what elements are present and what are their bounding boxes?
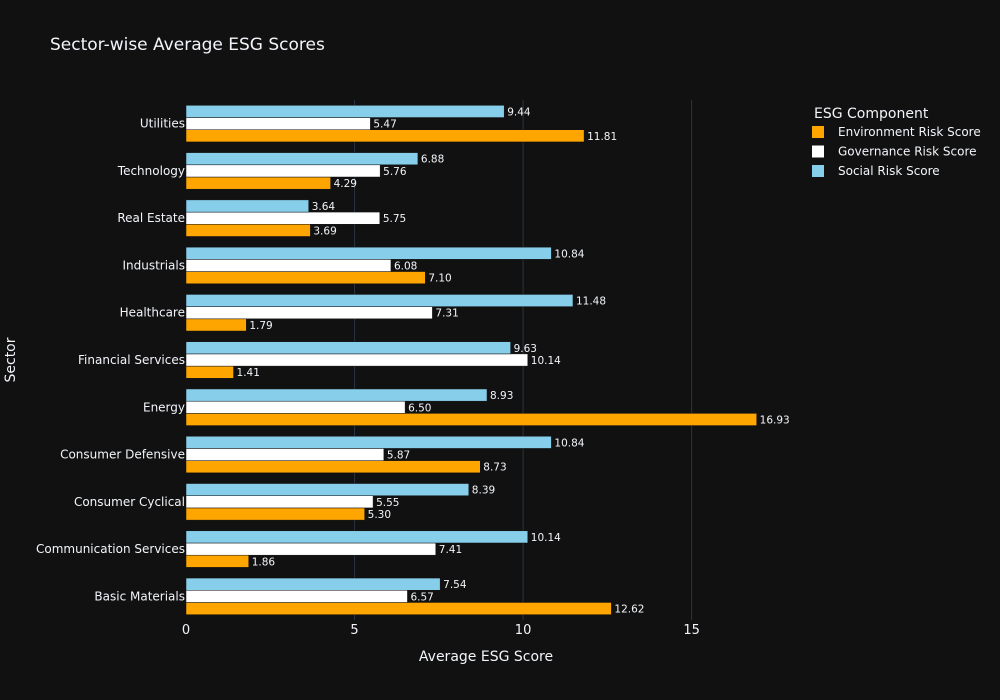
bar-label-governance-risk-score-communication-services: 7.41 (439, 544, 462, 556)
legend-swatch-governance-risk-score (812, 145, 824, 158)
bar-label-governance-risk-score-energy: 6.50 (408, 402, 431, 414)
bar-environment-risk-score-communication-services (185, 554, 249, 568)
bar-label-social-risk-score-technology: 6.88 (421, 154, 444, 166)
bar-label-social-risk-score-communication-services: 10.14 (531, 532, 561, 544)
bar-label-environment-risk-score-industrials: 7.10 (428, 273, 451, 285)
y-tick-label-industrials: Industrials (122, 258, 185, 272)
bar-label-governance-risk-score-consumer-cyclical: 5.55 (376, 497, 399, 509)
bar-environment-risk-score-utilities (185, 129, 585, 143)
bar-environment-risk-score-energy (185, 413, 757, 426)
bar-social-risk-score-consumer-defensive (185, 435, 552, 449)
bar-social-risk-score-healthcare (185, 294, 574, 307)
bar-label-social-risk-score-healthcare: 11.48 (576, 296, 606, 308)
bar-environment-risk-score-financial-services (185, 365, 234, 379)
bar-governance-risk-score-industrials (185, 259, 392, 272)
legend-label-governance-risk-score: Governance Risk Score (838, 145, 977, 159)
bar-label-environment-risk-score-utilities: 11.81 (587, 131, 617, 143)
bar-label-governance-risk-score-technology: 5.76 (383, 166, 407, 178)
y-tick-label-financial-services: Financial Services (78, 353, 185, 367)
bar-governance-risk-score-consumer-cyclical (185, 495, 374, 509)
bar-label-governance-risk-score-financial-services: 10.14 (531, 355, 561, 367)
legend-title: ESG Component (814, 106, 929, 122)
y-axis-title: Sector (3, 337, 19, 382)
y-tick-label-healthcare: Healthcare (120, 306, 185, 320)
bar-social-risk-score-utilities (185, 105, 505, 118)
bar-social-risk-score-communication-services (185, 530, 529, 544)
bar-environment-risk-score-basic-materials (185, 602, 612, 615)
bar-social-risk-score-industrials (185, 246, 552, 260)
bar-environment-risk-score-technology (185, 176, 331, 190)
x-tick-label-15: 15 (683, 623, 700, 638)
y-axis-ticks: Basic Materials Communication Services Con… (36, 117, 185, 604)
y-tick-label-technology: Technology (117, 164, 185, 178)
x-tick-label-5: 5 (350, 623, 358, 638)
bar-label-environment-risk-score-financial-services: 1.41 (237, 367, 260, 379)
bar-label-social-risk-score-basic-materials: 7.54 (443, 579, 467, 591)
bar-label-social-risk-score-consumer-defensive: 10.84 (554, 437, 584, 449)
bar-label-environment-risk-score-consumer-defensive: 8.73 (483, 462, 506, 474)
bar-governance-risk-score-basic-materials (185, 590, 408, 603)
x-tick-label-10: 10 (515, 623, 532, 638)
x-axis-ticks: 0 5 10 15 (182, 623, 700, 638)
x-axis-title: Average ESG Score (419, 649, 553, 665)
y-tick-label-real-estate: Real Estate (117, 211, 185, 225)
bar-label-environment-risk-score-real-estate: 3.69 (313, 225, 336, 237)
bar-social-risk-score-real-estate (185, 199, 309, 213)
bar-governance-risk-score-energy (185, 400, 406, 414)
chart-title: Sector-wise Average ESG Scores (50, 35, 325, 55)
bar-environment-risk-score-consumer-defensive (185, 460, 481, 474)
bar-environment-risk-score-industrials (185, 271, 426, 285)
bar-governance-risk-score-real-estate (185, 211, 381, 225)
bar-governance-risk-score-financial-services (185, 353, 529, 367)
bar-label-environment-risk-score-energy: 16.93 (760, 414, 790, 426)
bar-label-governance-risk-score-real-estate: 5.75 (383, 213, 406, 225)
bars-layer: 12.62 6.57 7.54 1.86 7.41 10.14 5.305.55 8.39 8.… (185, 105, 790, 616)
y-tick-label-consumer-defensive: Consumer Defensive (60, 448, 185, 462)
y-tick-label-basic-materials: Basic Materials (94, 589, 185, 603)
x-tick-label-0: 0 (182, 623, 190, 638)
legend-swatch-environment-risk-score (812, 126, 824, 138)
bar-governance-risk-score-healthcare (185, 306, 433, 320)
bar-governance-risk-score-consumer-defensive (185, 448, 385, 461)
bar-governance-risk-score-utilities (185, 117, 371, 130)
bar-label-social-risk-score-industrials: 10.84 (554, 248, 584, 260)
bar-governance-risk-score-technology (185, 164, 381, 178)
bar-environment-risk-score-healthcare (185, 318, 247, 332)
bar-governance-risk-score-communication-services (185, 542, 437, 556)
bar-label-environment-risk-score-consumer-cyclical: 5.30 (368, 509, 391, 521)
bar-label-governance-risk-score-consumer-defensive: 5.87 (387, 450, 410, 462)
legend: ESG Component Environment Risk Score Gove… (812, 106, 981, 178)
bar-label-environment-risk-score-healthcare: 1.79 (249, 320, 272, 332)
y-tick-label-utilities: Utilities (140, 117, 185, 131)
bar-label-social-risk-score-real-estate: 3.64 (312, 201, 336, 213)
bar-label-social-risk-score-utilities: 9.44 (507, 106, 531, 118)
bar-label-social-risk-score-energy: 8.93 (490, 390, 513, 402)
bar-environment-risk-score-real-estate (185, 224, 311, 237)
bar-label-governance-risk-score-basic-materials: 6.57 (410, 591, 433, 603)
bar-label-environment-risk-score-technology: 4.29 (334, 178, 357, 190)
bar-label-social-risk-score-consumer-cyclical: 8.39 (472, 485, 495, 497)
bar-environment-risk-score-consumer-cyclical (185, 507, 365, 521)
bar-label-governance-risk-score-utilities: 5.47 (373, 119, 396, 131)
legend-swatch-social-risk-score (812, 165, 824, 177)
bar-label-environment-risk-score-basic-materials: 12.62 (614, 604, 644, 616)
y-tick-label-consumer-cyclical: Consumer Cyclical (74, 495, 185, 509)
bar-social-risk-score-basic-materials (185, 577, 441, 591)
legend-label-social-risk-score: Social Risk Score (838, 164, 940, 178)
bar-social-risk-score-consumer-cyclical (185, 483, 470, 496)
bar-label-environment-risk-score-communication-services: 1.86 (252, 556, 276, 568)
bar-label-governance-risk-score-healthcare: 7.31 (435, 308, 458, 320)
bar-label-governance-risk-score-industrials: 6.08 (394, 260, 417, 272)
bar-social-risk-score-technology (185, 152, 419, 166)
bar-social-risk-score-financial-services (185, 341, 511, 355)
y-tick-label-energy: Energy (143, 400, 185, 414)
bar-social-risk-score-energy (185, 388, 488, 402)
legend-label-environment-risk-score: Environment Risk Score (838, 125, 981, 139)
bar-label-social-risk-score-financial-services: 9.63 (514, 343, 537, 355)
y-tick-label-communication-services: Communication Services (36, 542, 185, 556)
